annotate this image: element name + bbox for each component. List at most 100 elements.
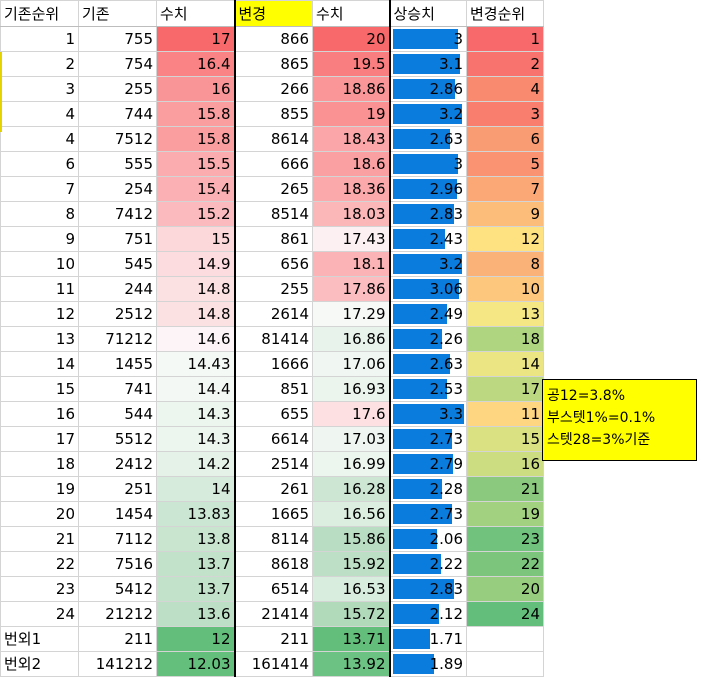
cell-rise[interactable]: 2.28 [389,476,467,502]
cell-new-rank[interactable]: 17 [466,376,544,402]
cell-new-rank[interactable]: 10 [466,276,544,302]
cell-value-original[interactable]: 15.8 [156,126,236,152]
cell-new-rank[interactable]: 18 [466,326,544,352]
cell-original[interactable]: 741 [78,376,157,402]
cell-value-changed[interactable]: 18.86 [312,76,391,102]
cell-original[interactable]: 555 [78,151,157,177]
cell-original[interactable]: 1455 [78,351,157,377]
cell-value-changed[interactable]: 17.6 [312,401,391,427]
cell-rise[interactable]: 2.96 [389,176,467,202]
cell-rank[interactable]: 9 [0,226,79,252]
cell-value-changed[interactable]: 17.06 [312,351,391,377]
cell-value-changed[interactable]: 16.56 [312,501,391,527]
cell-rise[interactable]: 2.79 [389,451,467,477]
cell-value-changed[interactable]: 17.86 [312,276,391,302]
cell-rise[interactable]: 3.2 [389,101,467,127]
cell-changed[interactable]: 8514 [234,201,313,227]
cell-changed[interactable]: 8114 [234,526,313,552]
cell-changed[interactable]: 255 [234,276,313,302]
cell-new-rank[interactable]: 20 [466,576,544,602]
cell-rise[interactable]: 3 [389,26,467,52]
cell-value-original[interactable]: 17 [156,26,236,52]
cell-original[interactable]: 7412 [78,201,157,227]
cell-rank[interactable]: 번외2 [0,651,79,677]
cell-value-changed[interactable]: 16.99 [312,451,391,477]
cell-rank[interactable]: 21 [0,526,79,552]
cell-new-rank[interactable]: 24 [466,601,544,627]
header-cell[interactable]: 기존순위 [0,0,79,27]
cell-original[interactable]: 255 [78,76,157,102]
cell-value-original[interactable]: 15.5 [156,151,236,177]
cell-changed[interactable]: 666 [234,151,313,177]
cell-changed[interactable]: 656 [234,251,313,277]
cell-value-changed[interactable]: 16.93 [312,376,391,402]
cell-rank[interactable]: 11 [0,276,79,302]
cell-rank[interactable]: 19 [0,476,79,502]
cell-rank[interactable]: 14 [0,351,79,377]
cell-value-changed[interactable]: 20 [312,26,391,52]
cell-rise[interactable]: 3.3 [389,401,467,427]
cell-rise[interactable]: 1.71 [389,626,467,652]
cell-rise[interactable]: 2.83 [389,576,467,602]
cell-value-changed[interactable]: 15.72 [312,601,391,627]
cell-original[interactable]: 755 [78,26,157,52]
cell-value-original[interactable]: 13.8 [156,526,236,552]
cell-value-original[interactable]: 15.4 [156,176,236,202]
cell-rise[interactable]: 2.63 [389,351,467,377]
cell-rank[interactable]: 12 [0,301,79,327]
cell-new-rank[interactable]: 23 [466,526,544,552]
cell-changed[interactable]: 261 [234,476,313,502]
cell-value-original[interactable]: 14 [156,476,236,502]
cell-new-rank[interactable]: 1 [466,26,544,52]
cell-changed[interactable]: 851 [234,376,313,402]
cell-value-changed[interactable]: 13.71 [312,626,391,652]
cell-rank[interactable]: 4 [0,126,79,152]
cell-value-changed[interactable]: 15.86 [312,526,391,552]
cell-rise[interactable]: 3.2 [389,251,467,277]
cell-new-rank[interactable]: 2 [466,51,544,77]
cell-new-rank[interactable]: 15 [466,426,544,452]
cell-rank[interactable]: 16 [0,401,79,427]
cell-new-rank[interactable]: 9 [466,201,544,227]
cell-rank[interactable]: 번외1 [0,626,79,652]
cell-rise[interactable]: 2.63 [389,126,467,152]
header-cell[interactable]: 수치 [156,0,236,27]
cell-rise[interactable]: 2.22 [389,551,467,577]
cell-changed[interactable]: 1665 [234,501,313,527]
cell-original[interactable]: 744 [78,101,157,127]
cell-value-original[interactable]: 14.3 [156,426,236,452]
cell-rise[interactable]: 3.06 [389,276,467,302]
cell-value-changed[interactable]: 18.1 [312,251,391,277]
cell-original[interactable]: 2412 [78,451,157,477]
cell-rise[interactable]: 3.1 [389,51,467,77]
cell-rank[interactable]: 4 [0,101,79,127]
header-cell[interactable]: 기존 [78,0,157,27]
cell-rank[interactable]: 18 [0,451,79,477]
cell-new-rank[interactable]: 14 [466,351,544,377]
cell-changed[interactable]: 81414 [234,326,313,352]
cell-value-changed[interactable]: 18.03 [312,201,391,227]
cell-rank[interactable]: 10 [0,251,79,277]
cell-changed[interactable]: 2514 [234,451,313,477]
cell-changed[interactable]: 6514 [234,576,313,602]
cell-rank[interactable]: 7 [0,176,79,202]
cell-changed[interactable]: 8618 [234,551,313,577]
cell-value-changed[interactable]: 18.43 [312,126,391,152]
cell-value-original[interactable]: 13.7 [156,551,236,577]
cell-value-changed[interactable]: 19 [312,101,391,127]
cell-original[interactable]: 7516 [78,551,157,577]
cell-original[interactable]: 244 [78,276,157,302]
cell-rise[interactable]: 2.83 [389,201,467,227]
cell-changed[interactable]: 1666 [234,351,313,377]
header-cell[interactable]: 변경순위 [466,0,544,27]
note-box[interactable]: 공12=3.8% 부스텟1%=0.1% 스텟28=3%기준 [542,379,697,461]
cell-value-original[interactable]: 15.2 [156,201,236,227]
cell-changed[interactable]: 861 [234,226,313,252]
cell-new-rank[interactable]: 12 [466,226,544,252]
cell-value-original[interactable]: 13.7 [156,576,236,602]
cell-value-changed[interactable]: 16.86 [312,326,391,352]
header-cell[interactable]: 수치 [312,0,391,27]
cell-original[interactable]: 251 [78,476,157,502]
cell-new-rank[interactable]: 11 [466,401,544,427]
cell-new-rank[interactable]: 7 [466,176,544,202]
